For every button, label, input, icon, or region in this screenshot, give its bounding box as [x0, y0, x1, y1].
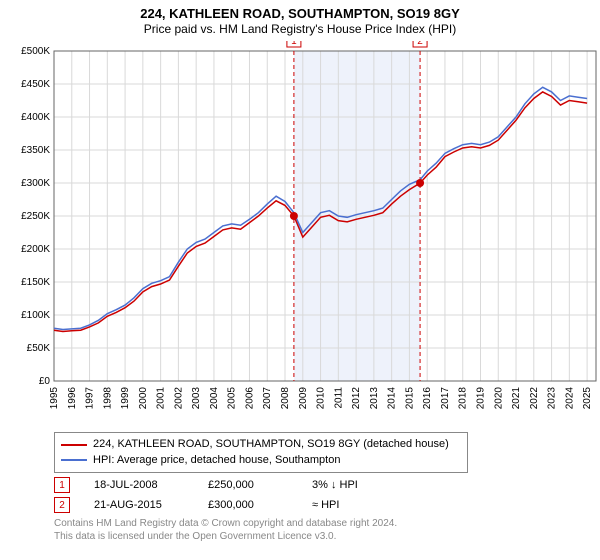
- svg-text:£250K: £250K: [21, 211, 50, 222]
- svg-text:1998: 1998: [102, 387, 113, 410]
- legend: 224, KATHLEEN ROAD, SOUTHAMPTON, SO19 8G…: [54, 432, 468, 473]
- svg-text:2005: 2005: [227, 387, 238, 410]
- svg-text:2: 2: [417, 41, 423, 47]
- svg-text:2004: 2004: [209, 387, 220, 410]
- svg-text:2019: 2019: [475, 387, 486, 410]
- svg-text:2000: 2000: [138, 387, 149, 410]
- svg-text:1995: 1995: [49, 387, 60, 410]
- svg-text:2013: 2013: [369, 387, 380, 410]
- event-row: 2 21-AUG-2015 £300,000 ≈ HPI: [54, 497, 590, 513]
- chart-container: 224, KATHLEEN ROAD, SOUTHAMPTON, SO19 8G…: [0, 0, 600, 560]
- svg-text:1: 1: [291, 41, 297, 47]
- svg-text:£400K: £400K: [21, 112, 50, 123]
- svg-text:2010: 2010: [316, 387, 327, 410]
- svg-text:2009: 2009: [298, 387, 309, 410]
- event-price: £300,000: [208, 499, 288, 511]
- svg-text:2024: 2024: [564, 387, 575, 410]
- svg-text:2014: 2014: [387, 387, 398, 410]
- svg-text:2025: 2025: [582, 387, 593, 410]
- chart-subtitle: Price paid vs. HM Land Registry's House …: [10, 22, 590, 37]
- svg-text:2001: 2001: [156, 387, 167, 410]
- svg-text:2011: 2011: [333, 387, 344, 409]
- chart-plot: £0 £50K £100K £150K £200K £250K £300K £350K £400…: [10, 41, 590, 426]
- event-note: 3% ↓ HPI: [312, 479, 402, 491]
- footer-line: Contains HM Land Registry data © Crown c…: [54, 517, 590, 530]
- svg-text:2017: 2017: [440, 387, 451, 410]
- svg-text:£50K: £50K: [27, 343, 51, 354]
- svg-text:£300K: £300K: [21, 178, 50, 189]
- svg-text:£100K: £100K: [21, 310, 50, 321]
- svg-text:2015: 2015: [404, 387, 415, 410]
- svg-text:2020: 2020: [493, 387, 504, 410]
- svg-text:2021: 2021: [511, 387, 522, 410]
- event-row: 1 18-JUL-2008 £250,000 3% ↓ HPI: [54, 477, 590, 493]
- event-note: ≈ HPI: [312, 499, 402, 511]
- svg-text:£200K: £200K: [21, 244, 50, 255]
- svg-text:£150K: £150K: [21, 277, 50, 288]
- legend-label: 224, KATHLEEN ROAD, SOUTHAMPTON, SO19 8G…: [93, 437, 449, 452]
- svg-text:1996: 1996: [67, 387, 78, 410]
- svg-text:2022: 2022: [529, 387, 540, 410]
- svg-text:2016: 2016: [422, 387, 433, 410]
- svg-text:2006: 2006: [244, 387, 255, 410]
- footer-line: This data is licensed under the Open Gov…: [54, 530, 590, 543]
- legend-item: HPI: Average price, detached house, Sout…: [61, 453, 461, 468]
- svg-text:2002: 2002: [173, 387, 184, 410]
- event-date: 18-JUL-2008: [94, 479, 184, 491]
- event-badge: 2: [54, 497, 70, 513]
- event-price: £250,000: [208, 479, 288, 491]
- svg-text:£350K: £350K: [21, 145, 50, 156]
- svg-text:2003: 2003: [191, 387, 202, 410]
- svg-text:£450K: £450K: [21, 79, 50, 90]
- svg-text:2018: 2018: [458, 387, 469, 410]
- legend-swatch: [61, 444, 87, 446]
- svg-text:2023: 2023: [547, 387, 558, 410]
- svg-text:1997: 1997: [85, 387, 96, 410]
- svg-text:2008: 2008: [280, 387, 291, 410]
- footer-attribution: Contains HM Land Registry data © Crown c…: [54, 517, 590, 543]
- svg-text:2007: 2007: [262, 387, 273, 410]
- svg-text:1999: 1999: [120, 387, 131, 410]
- svg-text:2012: 2012: [351, 387, 362, 410]
- event-badge: 1: [54, 477, 70, 493]
- legend-swatch: [61, 459, 87, 461]
- legend-label: HPI: Average price, detached house, Sout…: [93, 453, 340, 468]
- chart-title: 224, KATHLEEN ROAD, SOUTHAMPTON, SO19 8G…: [10, 6, 590, 22]
- svg-text:£500K: £500K: [21, 46, 50, 57]
- legend-item: 224, KATHLEEN ROAD, SOUTHAMPTON, SO19 8G…: [61, 437, 461, 452]
- event-date: 21-AUG-2015: [94, 499, 184, 511]
- svg-text:£0: £0: [39, 376, 51, 387]
- event-table: 1 18-JUL-2008 £250,000 3% ↓ HPI 2 21-AUG-2015…: [54, 477, 590, 513]
